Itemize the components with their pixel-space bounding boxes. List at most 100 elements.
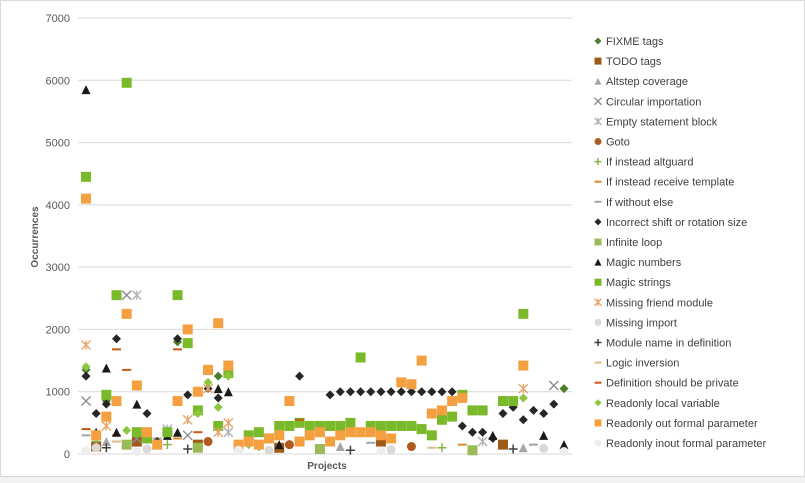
data-point bbox=[223, 360, 234, 371]
data-point bbox=[457, 421, 467, 431]
data-point bbox=[101, 411, 112, 422]
legend-item: FIXME tags bbox=[594, 36, 664, 48]
data-point bbox=[345, 427, 356, 438]
legend-item: If instead receive template bbox=[594, 177, 734, 189]
data-point bbox=[345, 387, 355, 397]
data-point bbox=[304, 430, 315, 441]
legend-label: Logic inversion bbox=[606, 358, 679, 370]
y-tick-label: 3000 bbox=[46, 262, 70, 274]
legend-label: FIXME tags bbox=[606, 36, 664, 48]
data-point bbox=[497, 396, 508, 407]
data-point bbox=[325, 420, 336, 431]
legend-label: If instead receive template bbox=[606, 177, 734, 189]
y-tick-label: 0 bbox=[64, 449, 70, 461]
legend-marker bbox=[594, 218, 602, 226]
data-point bbox=[192, 386, 203, 397]
data-point bbox=[193, 409, 203, 419]
data-point bbox=[81, 171, 91, 182]
data-point bbox=[152, 439, 163, 450]
data-point bbox=[436, 405, 447, 416]
data-point bbox=[447, 387, 457, 397]
data-point bbox=[436, 414, 447, 425]
data-point bbox=[203, 377, 213, 387]
data-point bbox=[437, 387, 447, 397]
data-point bbox=[386, 445, 396, 455]
gridlines bbox=[78, 17, 572, 455]
data-point bbox=[426, 430, 437, 441]
data-point bbox=[335, 420, 346, 431]
data-point bbox=[182, 430, 193, 441]
legend-label: Readonly inout formal parameter bbox=[606, 438, 767, 450]
data-point bbox=[182, 414, 193, 425]
legend: FIXME tags TODO tags Altstep coverage Circu… bbox=[594, 36, 767, 450]
data-point bbox=[294, 436, 305, 447]
data-point bbox=[356, 387, 366, 397]
data-point bbox=[223, 387, 233, 397]
data-point bbox=[274, 440, 284, 450]
legend-label: Definition should be private bbox=[606, 378, 739, 390]
data-point bbox=[81, 193, 91, 204]
data-point bbox=[101, 420, 112, 431]
legend-label: Altstep coverage bbox=[606, 76, 688, 88]
legend-marker bbox=[594, 138, 602, 145]
data-point bbox=[437, 443, 447, 453]
data-point bbox=[81, 85, 91, 95]
data-point bbox=[111, 290, 122, 301]
legend-label: Readonly local variable bbox=[606, 398, 720, 410]
data-point bbox=[467, 405, 478, 416]
data-point bbox=[101, 399, 111, 409]
data-point bbox=[518, 393, 528, 403]
data-point bbox=[213, 402, 223, 412]
data-point bbox=[122, 425, 132, 435]
data-point bbox=[447, 411, 458, 422]
data-point bbox=[284, 396, 295, 407]
y-axis-title: Occurrences bbox=[30, 206, 41, 268]
data-point bbox=[559, 447, 569, 457]
legend-label: If instead altguard bbox=[606, 157, 693, 169]
legend-item: Missing import bbox=[594, 317, 677, 329]
data-point bbox=[376, 387, 386, 397]
data-point bbox=[406, 442, 416, 452]
y-tick-labels: 0 1000 2000 3000 4000 5000 6000 7000 bbox=[46, 13, 70, 461]
legend-label: Goto bbox=[606, 137, 630, 149]
data-point bbox=[386, 433, 397, 444]
data-point bbox=[243, 436, 254, 447]
data-point bbox=[264, 433, 275, 444]
legend-marker bbox=[594, 399, 602, 407]
data-point bbox=[366, 387, 376, 397]
data-point bbox=[335, 442, 345, 452]
data-point bbox=[396, 377, 407, 388]
data-point bbox=[406, 387, 416, 397]
data-point bbox=[396, 387, 406, 397]
data-point bbox=[325, 390, 335, 400]
legend-label: Magic strings bbox=[606, 277, 671, 289]
data-point bbox=[447, 396, 458, 407]
data-point bbox=[223, 371, 233, 381]
data-point bbox=[132, 447, 142, 457]
y-tick-label: 2000 bbox=[46, 324, 70, 336]
series-module-name-in-definition bbox=[101, 443, 518, 455]
data-point bbox=[101, 389, 112, 400]
data-point bbox=[539, 443, 549, 453]
data-point bbox=[294, 417, 305, 428]
data-point bbox=[539, 430, 549, 440]
data-point bbox=[183, 390, 193, 400]
legend-marker bbox=[594, 439, 602, 447]
legend-label: Infinite loop bbox=[606, 237, 662, 249]
legend-item: Readonly local variable bbox=[594, 398, 720, 410]
data-point bbox=[325, 436, 336, 447]
legend-item: Magic strings bbox=[594, 277, 671, 289]
data-point bbox=[416, 424, 427, 435]
legend-item: Readonly out formal parameter bbox=[594, 418, 758, 430]
data-point bbox=[112, 427, 122, 437]
data-point bbox=[416, 355, 427, 366]
data-point bbox=[477, 405, 488, 416]
y-tick-label: 6000 bbox=[46, 75, 70, 87]
data-point bbox=[173, 427, 183, 437]
data-point bbox=[365, 427, 376, 438]
data-point bbox=[386, 387, 396, 397]
data-point bbox=[142, 444, 152, 454]
data-point bbox=[406, 379, 417, 390]
series-fixme-tags bbox=[81, 337, 569, 440]
data-point bbox=[539, 409, 549, 419]
